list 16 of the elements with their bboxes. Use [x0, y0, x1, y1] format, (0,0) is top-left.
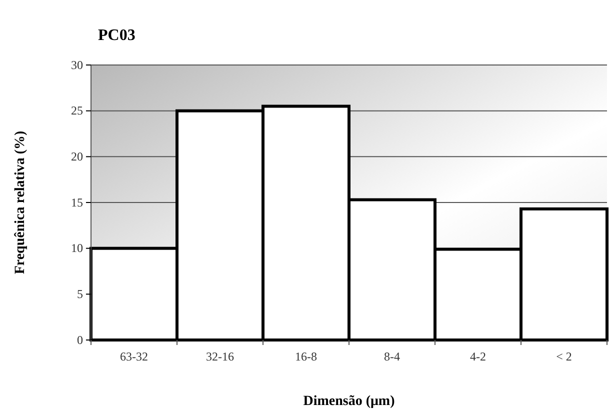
x-tick-label: 8-4 [384, 350, 400, 364]
y-axis-title: Frequênica relativa (%) [13, 130, 28, 274]
x-tick-label: 16-8 [295, 350, 317, 364]
y-tick-label: 25 [71, 104, 83, 118]
x-axis-title: Dimensão (μm) [303, 394, 396, 409]
x-tick-label: 4-2 [470, 350, 486, 364]
y-tick-label: 10 [71, 241, 83, 256]
y-tick-label: 30 [71, 58, 83, 72]
x-tick-label: 63-32 [120, 350, 148, 364]
chart-title: PC03 [98, 27, 136, 44]
y-tick-label: 5 [77, 287, 83, 302]
y-tick-label: 0 [77, 332, 83, 347]
x-tick-label: 32-16 [206, 350, 234, 364]
x-tick-label: < 2 [556, 350, 572, 364]
y-tick-label: 20 [71, 150, 83, 164]
y-tick-label: 15 [71, 195, 83, 210]
